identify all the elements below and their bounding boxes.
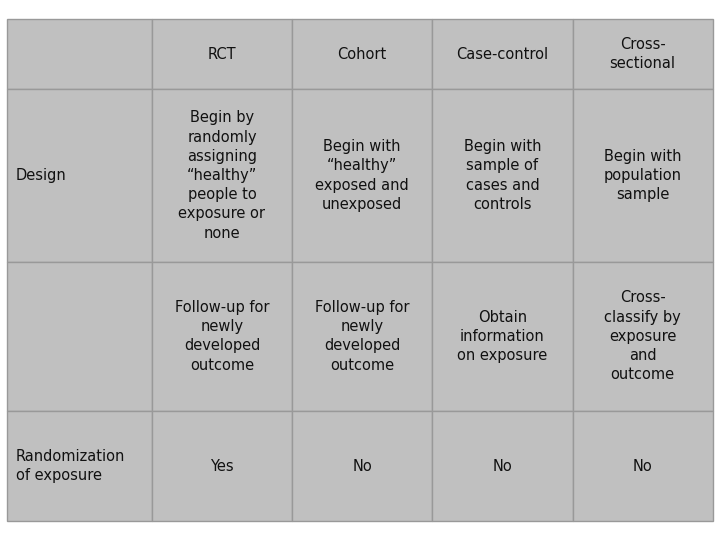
Bar xyxy=(7,90,152,261)
Bar xyxy=(572,411,713,521)
Bar xyxy=(432,411,572,521)
Bar xyxy=(292,261,432,411)
Text: Randomization
of exposure: Randomization of exposure xyxy=(16,449,125,483)
Bar xyxy=(572,19,713,90)
Bar xyxy=(152,411,292,521)
Bar xyxy=(7,19,152,90)
Bar xyxy=(152,261,292,411)
Text: Case-control: Case-control xyxy=(456,46,549,62)
Bar xyxy=(432,90,572,261)
Bar xyxy=(572,90,713,261)
Text: Obtain
information
on exposure: Obtain information on exposure xyxy=(457,309,548,363)
Text: No: No xyxy=(492,458,513,474)
Text: Cross-
sectional: Cross- sectional xyxy=(610,37,675,71)
Bar xyxy=(7,411,152,521)
Text: Follow-up for
newly
developed
outcome: Follow-up for newly developed outcome xyxy=(175,300,269,373)
Text: RCT: RCT xyxy=(207,46,236,62)
Text: No: No xyxy=(352,458,372,474)
Bar xyxy=(432,261,572,411)
Bar xyxy=(292,90,432,261)
Bar xyxy=(292,19,432,90)
Text: Cohort: Cohort xyxy=(338,46,387,62)
Text: Begin by
randomly
assigning
“healthy”
people to
exposure or
none: Begin by randomly assigning “healthy” pe… xyxy=(179,110,266,241)
Text: Begin with
sample of
cases and
controls: Begin with sample of cases and controls xyxy=(464,139,541,212)
Text: No: No xyxy=(633,458,652,474)
Text: Follow-up for
newly
developed
outcome: Follow-up for newly developed outcome xyxy=(315,300,410,373)
Text: Yes: Yes xyxy=(210,458,234,474)
Bar xyxy=(572,261,713,411)
Text: Cross-
classify by
exposure
and
outcome: Cross- classify by exposure and outcome xyxy=(604,291,681,382)
Bar xyxy=(152,90,292,261)
Bar xyxy=(292,411,432,521)
Bar xyxy=(7,261,152,411)
Bar xyxy=(152,19,292,90)
Text: Design: Design xyxy=(16,168,66,183)
Text: Begin with
population
sample: Begin with population sample xyxy=(603,149,682,202)
Bar xyxy=(432,19,572,90)
Text: Begin with
“healthy”
exposed and
unexposed: Begin with “healthy” exposed and unexpos… xyxy=(315,139,409,212)
